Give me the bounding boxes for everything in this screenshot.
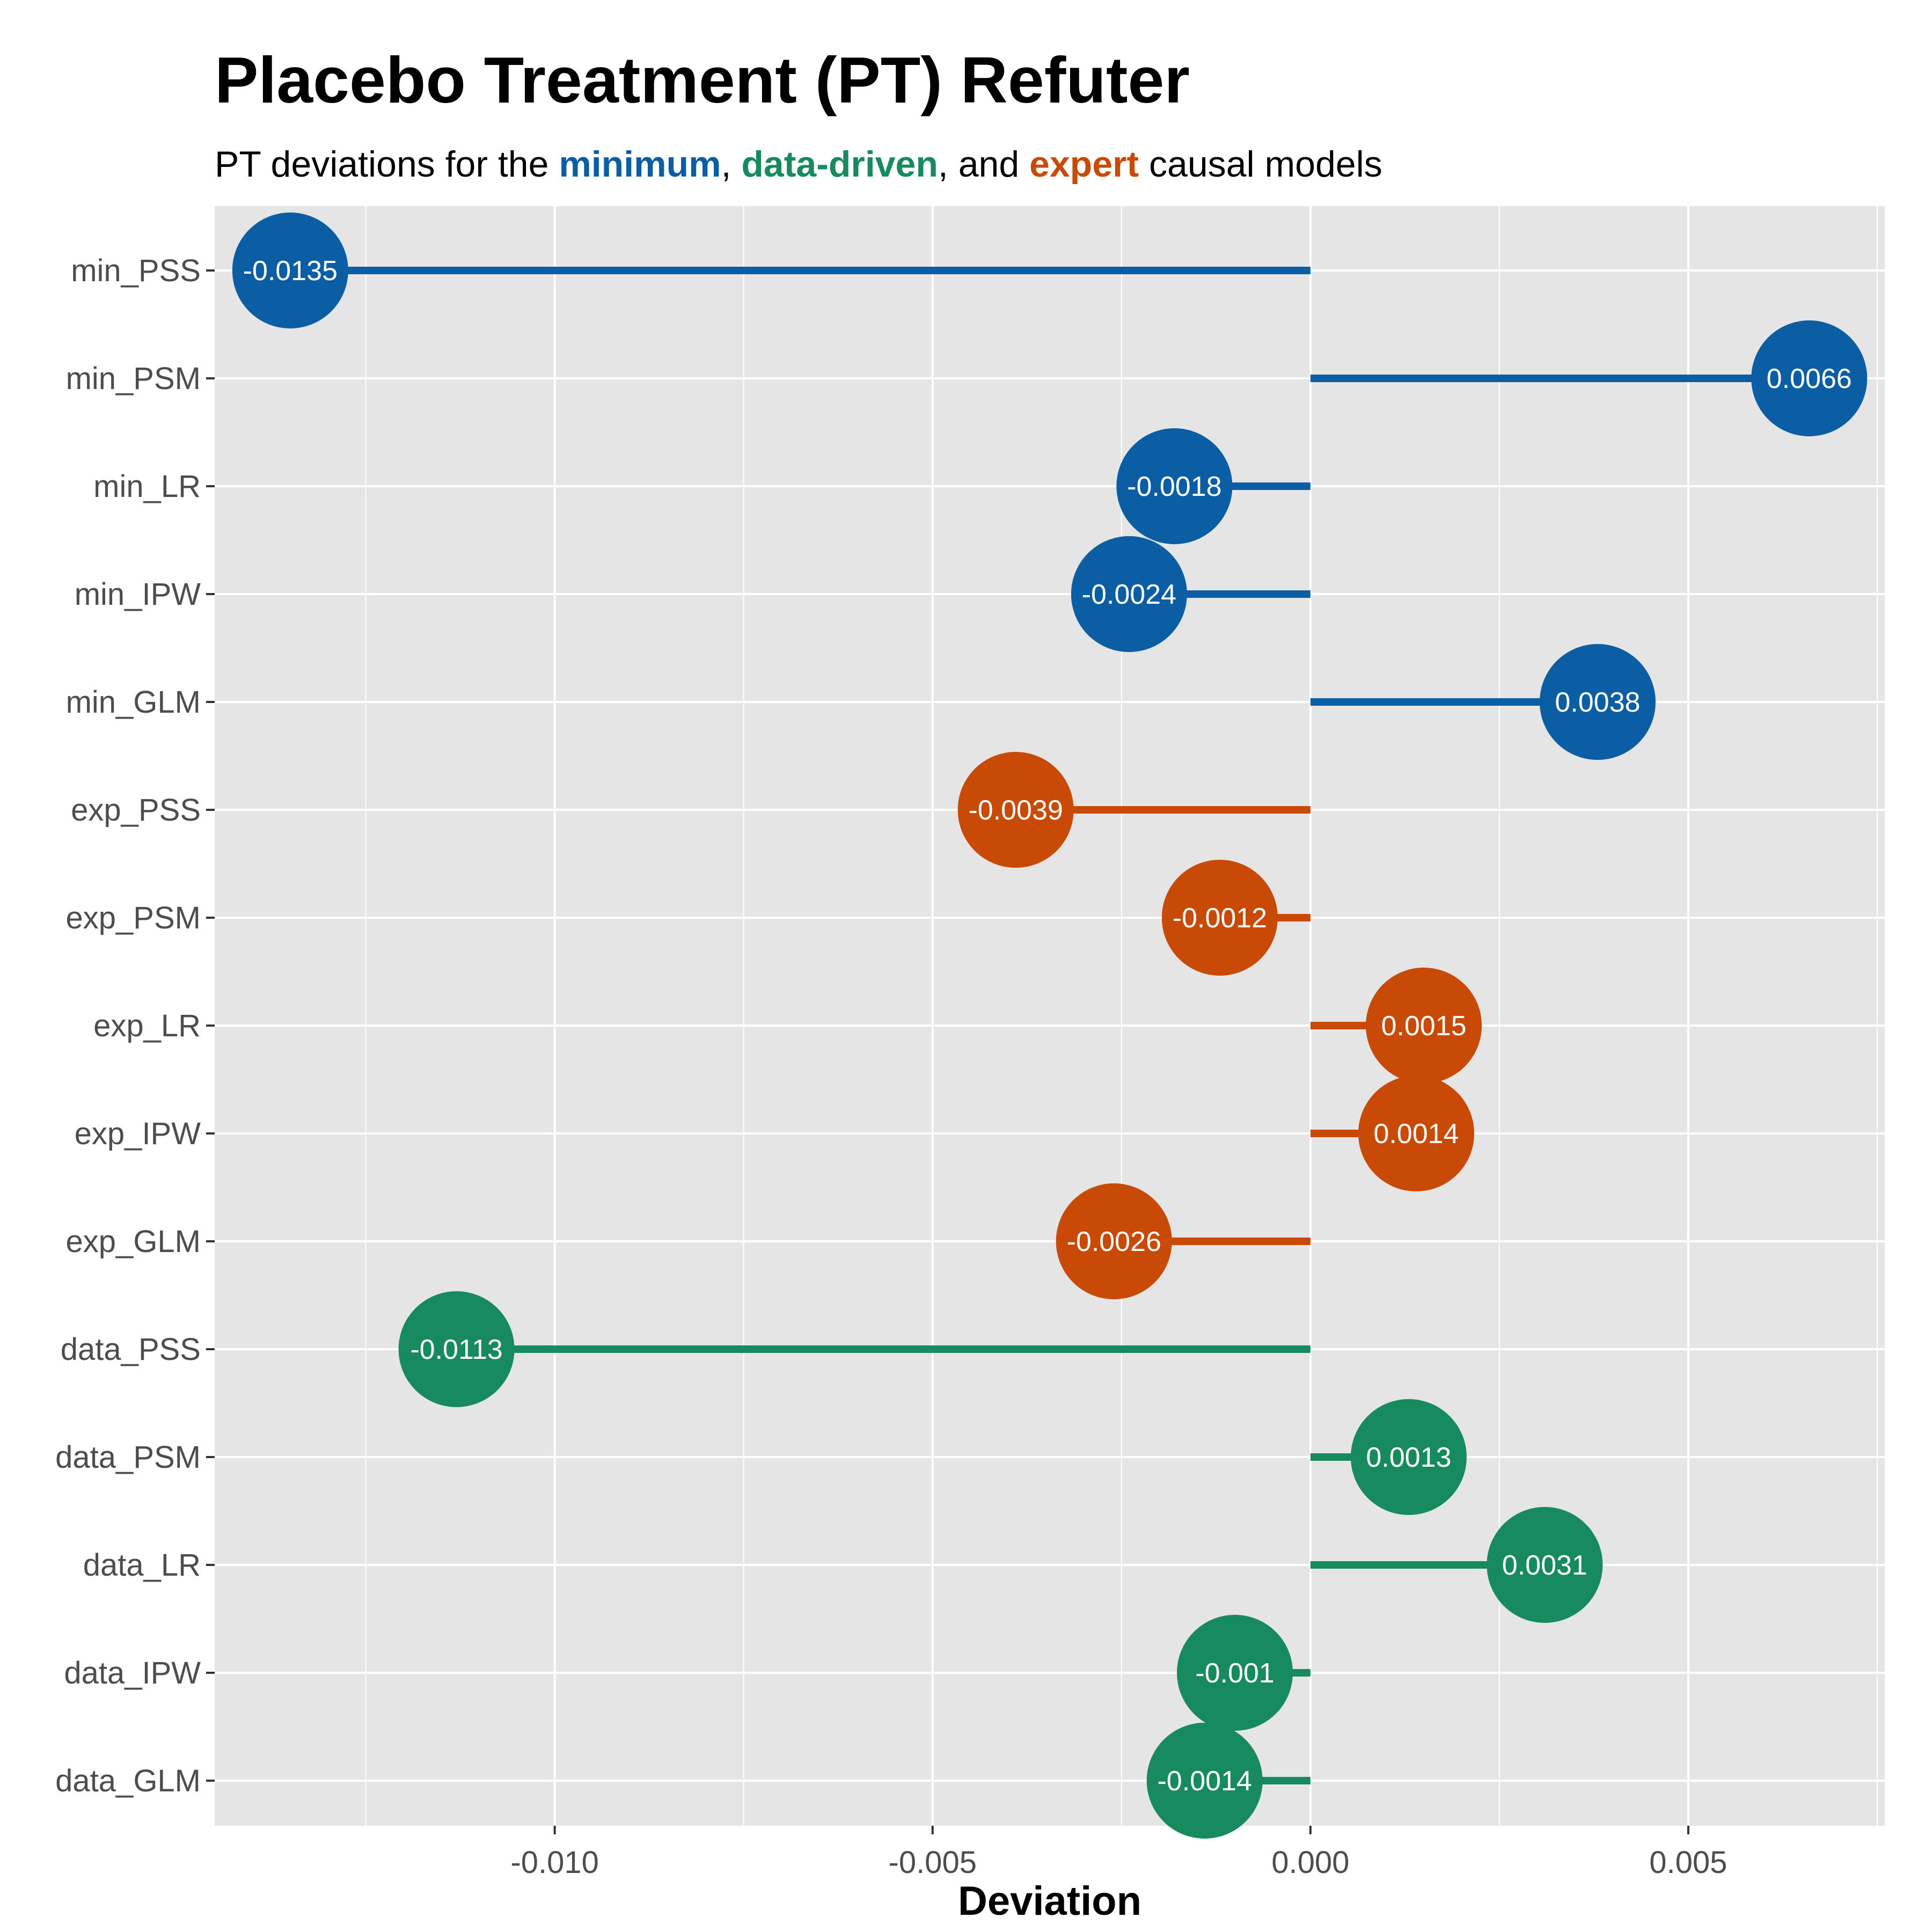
dot-exp_IPW	[1358, 1075, 1474, 1191]
subtitle-sep1: ,	[721, 144, 742, 185]
x-tick-label: 0.005	[1649, 1845, 1727, 1880]
chart-subtitle: PT deviations for the minimum, data-driv…	[215, 146, 1382, 182]
value-label-min_GLM: 0.0038	[1555, 687, 1640, 718]
x-tick-label: -0.005	[889, 1845, 977, 1880]
y-axis: min_PSS min_PSM min_LR min_IPW min_GLM exp_PS…	[55, 253, 215, 1798]
dot-min_PSS	[232, 213, 348, 328]
dot-min_IPW	[1071, 536, 1187, 652]
value-label-min_IPW: -0.0024	[1082, 579, 1176, 610]
subtitle-prefix: PT deviations for the	[215, 144, 559, 185]
y-tick-label-exp_PSS: exp_PSS	[71, 793, 201, 828]
subtitle-suffix: causal models	[1139, 144, 1382, 185]
value-label-min_PSM: 0.0066	[1767, 363, 1852, 394]
dot-data_IPW	[1176, 1615, 1293, 1731]
y-tick-label-exp_IPW: exp_IPW	[75, 1116, 201, 1151]
dot-exp_PSM	[1161, 860, 1278, 976]
y-tick-label-data_GLM: data_GLM	[55, 1763, 201, 1798]
y-tick-label-exp_GLM: exp_GLM	[66, 1224, 201, 1259]
value-label-data_LR: 0.0031	[1502, 1550, 1587, 1581]
dot-data_PSM	[1350, 1399, 1467, 1515]
value-label-data_PSS: -0.0113	[410, 1334, 503, 1365]
y-tick-label-data_IPW: data_IPW	[64, 1656, 201, 1690]
value-label-exp_PSS: -0.0039	[968, 795, 1063, 826]
value-label-exp_LR: 0.0015	[1381, 1011, 1467, 1042]
value-label-data_IPW: -0.001	[1195, 1658, 1274, 1689]
value-label-exp_GLM: -0.0026	[1067, 1226, 1161, 1257]
subtitle-expert: expert	[1029, 144, 1139, 185]
chart-title: Placebo Treatment (PT) Refuter	[215, 43, 1190, 116]
dot-min_LR	[1116, 428, 1233, 544]
y-tick-label-min_PSM: min_PSM	[66, 361, 201, 396]
dot-min_PSM	[1751, 320, 1868, 436]
subtitle-minimum: minimum	[559, 144, 721, 185]
y-tick-label-exp_PSM: exp_PSM	[66, 901, 201, 935]
subtitle-data-driven: data-driven	[741, 144, 938, 185]
value-label-min_PSS: -0.0135	[243, 255, 338, 287]
x-axis: -0.010 -0.005 0.000 0.005	[510, 1826, 1727, 1880]
y-tick-label-min_IPW: min_IPW	[75, 577, 201, 612]
dot-data_GLM	[1146, 1723, 1263, 1839]
grid-lines	[215, 206, 1885, 1826]
x-tick-label: 0.000	[1271, 1845, 1349, 1880]
value-label-exp_IPW: 0.0014	[1373, 1118, 1459, 1150]
y-tick-label-min_GLM: min_GLM	[66, 685, 201, 720]
value-labels: -0.0135 0.0066 -0.0018 -0.0024 0.0038 -0.0039…	[243, 255, 1852, 1797]
x-axis-title: Deviation	[958, 1878, 1141, 1924]
y-tick-label-exp_LR: exp_LR	[93, 1008, 201, 1043]
y-tick-label-data_LR: data_LR	[83, 1548, 201, 1583]
dot-min_GLM	[1539, 644, 1656, 760]
value-label-data_PSM: 0.0013	[1366, 1442, 1451, 1473]
dot-data_PSS	[398, 1291, 515, 1407]
value-label-data_GLM: -0.0014	[1157, 1766, 1252, 1797]
dot-data_LR	[1487, 1507, 1603, 1623]
y-tick-label-min_PSS: min_PSS	[71, 253, 201, 288]
plot-panel	[215, 206, 1885, 1826]
subtitle-sep2: , and	[938, 144, 1030, 185]
y-tick-label-min_LR: min_LR	[93, 469, 201, 504]
dot-exp_PSS	[957, 752, 1074, 868]
lollipop-dots	[232, 213, 1868, 1839]
dot-exp_GLM	[1056, 1183, 1172, 1299]
x-tick-label: -0.010	[510, 1845, 598, 1880]
y-tick-label-data_PSM: data_PSM	[55, 1440, 201, 1475]
y-tick-label-data_PSS: data_PSS	[61, 1332, 201, 1367]
value-label-exp_PSM: -0.0012	[1173, 903, 1267, 934]
dot-exp_LR	[1366, 968, 1482, 1084]
value-label-min_LR: -0.0018	[1127, 471, 1221, 502]
